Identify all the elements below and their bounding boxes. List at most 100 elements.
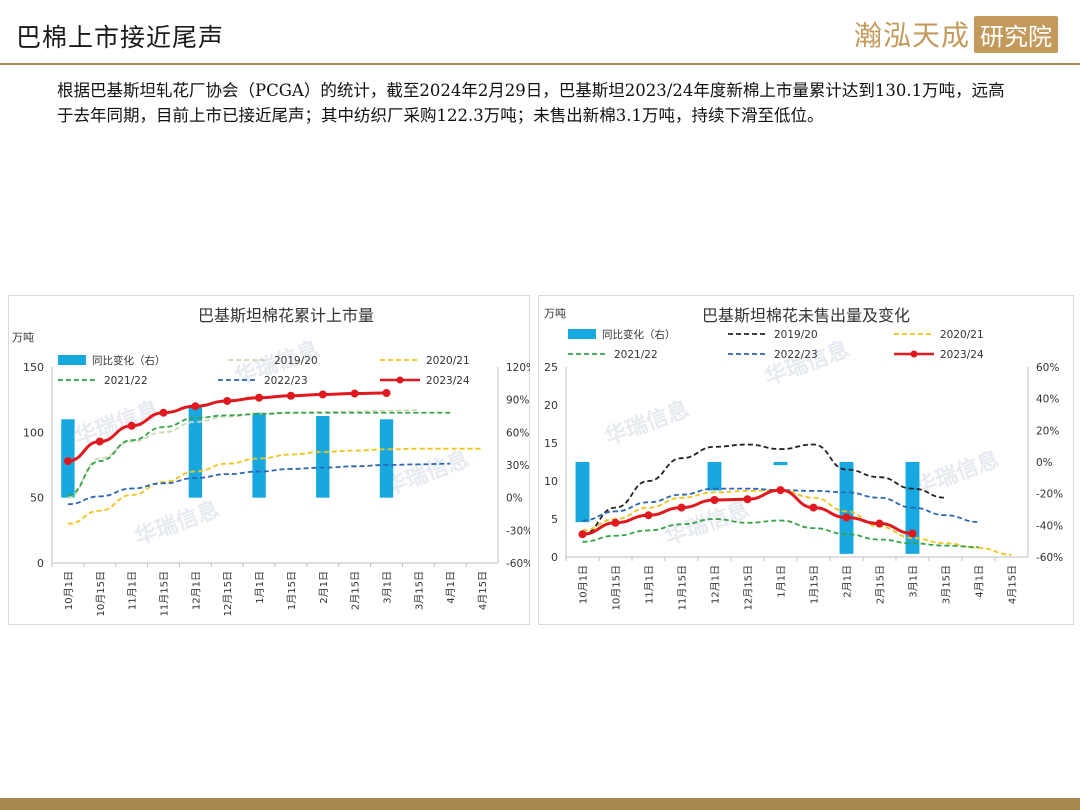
- x-tick-label: 4月15日: [477, 571, 489, 610]
- series-point-2023-24: [842, 513, 851, 522]
- series-point-2023-24: [255, 393, 264, 402]
- x-tick-label: 11月15日: [677, 565, 689, 610]
- bar-yoy-change: [773, 462, 788, 466]
- legend-label: 2021/22: [104, 375, 148, 387]
- y-tick-label: 0: [551, 551, 558, 564]
- series-point-2023-24: [63, 457, 72, 466]
- x-tick-label: 1月15日: [286, 571, 298, 610]
- legend-label: 2022/23: [774, 349, 818, 361]
- x-tick-label: 10月15日: [95, 571, 107, 616]
- x-tick-label: 12月15日: [222, 571, 234, 616]
- series-point-2023-24: [710, 496, 719, 504]
- chart-unsold-stock: 华瑞信息 华瑞信息 华瑞信息 华瑞信息 巴基斯坦棉花未售出量及变化 万吨 同比变化（右） 20…: [538, 295, 1074, 625]
- y2-tick-label: 60%: [1036, 362, 1059, 374]
- series-point-2023-24: [644, 511, 653, 520]
- y2-tick-label: 120%: [506, 362, 530, 374]
- chart-frame: [538, 295, 1074, 625]
- series-line-2021-22: [582, 518, 979, 549]
- x-tick-label: 1月15日: [809, 565, 821, 604]
- legend-label: 同比变化（右）: [602, 328, 676, 341]
- series-point-2023-24: [809, 503, 818, 512]
- y2-tick-label: 60%: [506, 427, 529, 439]
- x-tick-label: 3月15日: [413, 571, 425, 610]
- series-point-2023-24: [95, 437, 104, 446]
- x-tick-label: 10月15日: [611, 565, 623, 610]
- x-tick-label: 3月15日: [941, 565, 953, 604]
- x-tick-label: 1月1日: [254, 571, 266, 604]
- x-tick-label: 10月1日: [578, 565, 590, 604]
- bar-yoy-change: [839, 462, 854, 554]
- y2-tick-label: 0%: [506, 493, 523, 505]
- y2-tick-label: 0%: [1036, 457, 1053, 469]
- x-tick-label: 2月15日: [350, 571, 362, 610]
- series-point-2023-24: [350, 389, 359, 398]
- y-tick-label: 5: [551, 513, 558, 526]
- y-tick-label: 25: [544, 361, 558, 374]
- series-point-2023-24: [875, 519, 884, 528]
- series-point-2023-24: [159, 408, 168, 417]
- y2-tick-label: 30%: [506, 460, 529, 472]
- x-tick-label: 11月15日: [159, 571, 171, 616]
- legend-label: 2020/21: [426, 355, 470, 367]
- logo-sub-text: 研究院: [974, 15, 1058, 53]
- intro-paragraph: 根据巴基斯坦轧花厂协会（PCGA）的统计，截至2024年2月29日，巴基斯坦20…: [57, 81, 1005, 125]
- series-line-2020-21: [67, 447, 483, 525]
- y2-tick-label: -30%: [506, 525, 530, 537]
- series-line-2019-20: [582, 443, 946, 536]
- y-tick-label: 20: [544, 399, 558, 412]
- y2-tick-label: -60%: [1036, 552, 1063, 564]
- x-tick-label: 4月15日: [1007, 565, 1019, 604]
- x-tick-label: 3月1日: [382, 571, 394, 604]
- x-tick-label: 12月1日: [710, 565, 722, 604]
- footer-bar: [0, 798, 1080, 810]
- x-tick-label: 11月1日: [127, 571, 139, 610]
- x-tick-label: 11月1日: [644, 565, 656, 604]
- series-point-2023-24: [776, 486, 785, 495]
- legend-swatch-bar: [58, 355, 86, 365]
- logo: 瀚泓天成 研究院: [854, 14, 1058, 54]
- series-point-2023-24: [286, 391, 295, 400]
- y-tick-label: 0: [37, 557, 44, 570]
- bar-yoy-change: [575, 462, 590, 523]
- series-point-2023-24: [318, 390, 327, 399]
- legend-label: 2020/21: [940, 329, 984, 341]
- legend-swatch-bar: [568, 329, 596, 339]
- intro-text: 根据巴基斯坦轧花厂协会（PCGA）的统计，截至2024年2月29日，巴基斯坦20…: [57, 78, 1017, 128]
- y2-tick-label: -40%: [1036, 520, 1063, 532]
- bar-yoy-change: [188, 405, 203, 498]
- y2-tick-label: 90%: [506, 395, 529, 407]
- x-tick-label: 3月1日: [908, 565, 920, 598]
- y-tick-label: 50: [30, 492, 44, 505]
- y-tick-label: 10: [544, 475, 558, 488]
- legend-swatch-marker: [910, 350, 918, 358]
- x-tick-label: 4月1日: [974, 565, 986, 598]
- y-tick-label: 15: [544, 437, 558, 450]
- bar-yoy-change: [707, 462, 722, 491]
- chart-title: 巴基斯坦棉花未售出量及变化: [702, 306, 910, 325]
- logo-main-text: 瀚泓天成: [853, 19, 970, 52]
- x-tick-label: 10月1日: [63, 571, 75, 610]
- series-point-2023-24: [191, 402, 200, 411]
- series-point-2023-24: [611, 518, 620, 527]
- series-line-2022-23: [67, 462, 451, 506]
- series-line-2019-20: [67, 409, 419, 499]
- x-tick-label: 4月1日: [445, 571, 457, 604]
- y2-tick-label: 20%: [1036, 425, 1059, 437]
- legend-label: 2019/20: [774, 329, 818, 341]
- series-line-2020-21: [582, 489, 1012, 556]
- series-point-2023-24: [223, 396, 232, 405]
- legend-label: 2023/24: [940, 349, 984, 361]
- y2-tick-label: 40%: [1036, 394, 1059, 406]
- y-tick-label: 150: [23, 361, 44, 374]
- series-point-2023-24: [743, 495, 752, 504]
- y2-tick-label: -20%: [1036, 489, 1063, 501]
- chart-cumulative-arrivals: 华瑞信息 华瑞信息 华瑞信息 华瑞信息 巴基斯坦棉花累计上市量 万吨 同比变化（右） 2019…: [8, 295, 530, 625]
- y-axis-unit: 万吨: [544, 307, 566, 320]
- series-point-2023-24: [677, 503, 686, 512]
- series-point-2023-24: [578, 530, 587, 539]
- header: 巴棉上市接近尾声 瀚泓天成 研究院: [0, 0, 1080, 65]
- series-point-2023-24: [908, 529, 917, 538]
- y-axis-unit: 万吨: [12, 331, 34, 344]
